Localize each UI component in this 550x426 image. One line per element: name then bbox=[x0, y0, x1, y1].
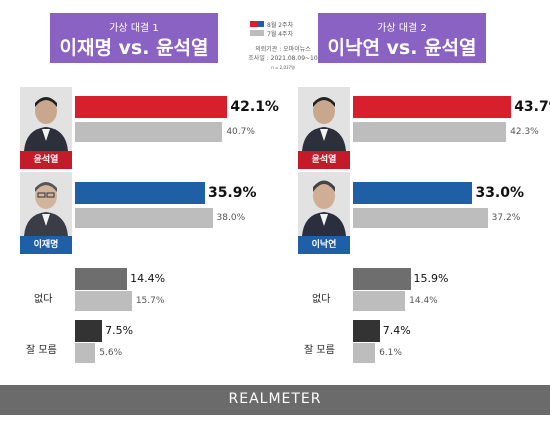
bar-previous-1-4 bbox=[75, 343, 96, 363]
p2-candidate-1-photo: 윤석열 bbox=[298, 87, 350, 169]
portrait-icon bbox=[302, 180, 346, 236]
label-previous-1-1: 40.7% bbox=[226, 127, 255, 137]
bar-current-2-4 bbox=[353, 320, 380, 342]
label-previous-2-1: 42.3% bbox=[510, 127, 539, 137]
label-current-2-2: 33.0% bbox=[475, 185, 525, 201]
label-current-2-1: 43.7% bbox=[514, 99, 550, 115]
legend-date: 조사일 : 2021.08.09~10 bbox=[248, 55, 318, 62]
label-current-1-4: 7.5% bbox=[105, 324, 134, 337]
footer-bar: REALMETER bbox=[0, 385, 550, 415]
portrait-icon bbox=[302, 97, 346, 151]
label-previous-2-3: 14.4% bbox=[409, 296, 438, 306]
bar-previous-1-3 bbox=[75, 291, 132, 311]
bar-current-2-1 bbox=[353, 96, 512, 118]
panel-1-title-box: 가상 대결 1 이재명 vs. 윤석열 bbox=[50, 13, 218, 63]
label-current-2-4: 7.4% bbox=[382, 324, 411, 337]
label-previous-1-4: 5.6% bbox=[99, 348, 123, 358]
p2-candidate-2-portrait bbox=[298, 172, 350, 236]
panel-2-title: 이낙연 vs. 윤석열 bbox=[327, 37, 477, 59]
label-previous-2-4: 6.1% bbox=[379, 348, 402, 358]
bar-current-2-2 bbox=[353, 182, 473, 204]
label-current-1-3: 14.4% bbox=[130, 272, 166, 285]
legend-previous-label: 7월 4주차 bbox=[267, 31, 294, 38]
p2-candidate-2-name: 이낙연 bbox=[298, 236, 350, 254]
bar-current-1-3 bbox=[75, 268, 128, 290]
portrait-icon bbox=[24, 97, 68, 151]
brand-logo: REALMETER bbox=[228, 391, 322, 407]
panel-2-title-box: 가상 대결 2 이낙연 vs. 윤석열 bbox=[318, 13, 486, 63]
bar-previous-2-2 bbox=[353, 208, 488, 228]
p1-candidate-2-photo: 이재명 bbox=[20, 172, 72, 254]
label-current-1-1: 42.1% bbox=[230, 99, 279, 115]
legend-previous: 7월 4주차 bbox=[238, 29, 328, 38]
portrait-icon bbox=[24, 182, 68, 236]
bar-previous-2-4 bbox=[353, 343, 376, 363]
p1-candidate-1-name: 윤석열 bbox=[20, 151, 72, 169]
legend-source: 의뢰기관 : 오마이뉴스 bbox=[255, 46, 311, 53]
label-previous-1-3: 15.7% bbox=[135, 296, 165, 306]
legend-current: 8월 2주차 bbox=[238, 20, 328, 29]
legend: 8월 2주차 7월 4주차 의뢰기관 : 오마이뉴스 조사일 : 2021.08… bbox=[238, 20, 328, 70]
bar-previous-2-3 bbox=[353, 291, 406, 311]
bar-current-1-4 bbox=[75, 320, 103, 342]
label-previous-1-2: 38.0% bbox=[216, 213, 246, 223]
panel-2-subtitle: 가상 대결 2 bbox=[377, 23, 427, 34]
p2-candidate-1-portrait bbox=[298, 87, 350, 151]
panel-1-title: 이재명 vs. 윤석열 bbox=[59, 37, 209, 59]
p2-cat-none: 없다 bbox=[312, 294, 331, 305]
legend-current-swatch-blue bbox=[257, 21, 264, 27]
bar-previous-1-1 bbox=[75, 122, 223, 142]
p1-cat-dont-know: 잘 모름 bbox=[26, 345, 57, 356]
bar-previous-2-1 bbox=[353, 122, 507, 142]
p2-candidate-2-photo: 이낙연 bbox=[298, 172, 350, 254]
p1-candidate-2-portrait bbox=[20, 172, 72, 236]
bar-current-1-2 bbox=[75, 182, 205, 204]
bar-current-2-3 bbox=[353, 268, 411, 290]
legend-n: n = 2,037명 bbox=[271, 65, 295, 70]
p1-candidate-1-portrait bbox=[20, 87, 72, 151]
legend-current-label: 8월 2주차 bbox=[267, 22, 294, 29]
p2-cat-dont-know: 잘 모름 bbox=[304, 345, 335, 356]
p1-candidate-2-name: 이재명 bbox=[20, 236, 72, 254]
bar-current-1-1 bbox=[75, 96, 228, 118]
label-current-2-3: 15.9% bbox=[413, 272, 449, 285]
panel-1-subtitle: 가상 대결 1 bbox=[109, 23, 159, 34]
legend-current-swatch-red bbox=[250, 21, 257, 27]
p1-candidate-1-photo: 윤석열 bbox=[20, 87, 72, 169]
bar-previous-1-2 bbox=[75, 208, 213, 228]
legend-previous-swatch bbox=[250, 30, 264, 36]
p2-candidate-1-name: 윤석열 bbox=[298, 151, 350, 169]
label-previous-2-2: 37.2% bbox=[491, 213, 521, 223]
label-current-1-2: 35.9% bbox=[207, 185, 257, 201]
p1-cat-none: 없다 bbox=[34, 294, 53, 305]
